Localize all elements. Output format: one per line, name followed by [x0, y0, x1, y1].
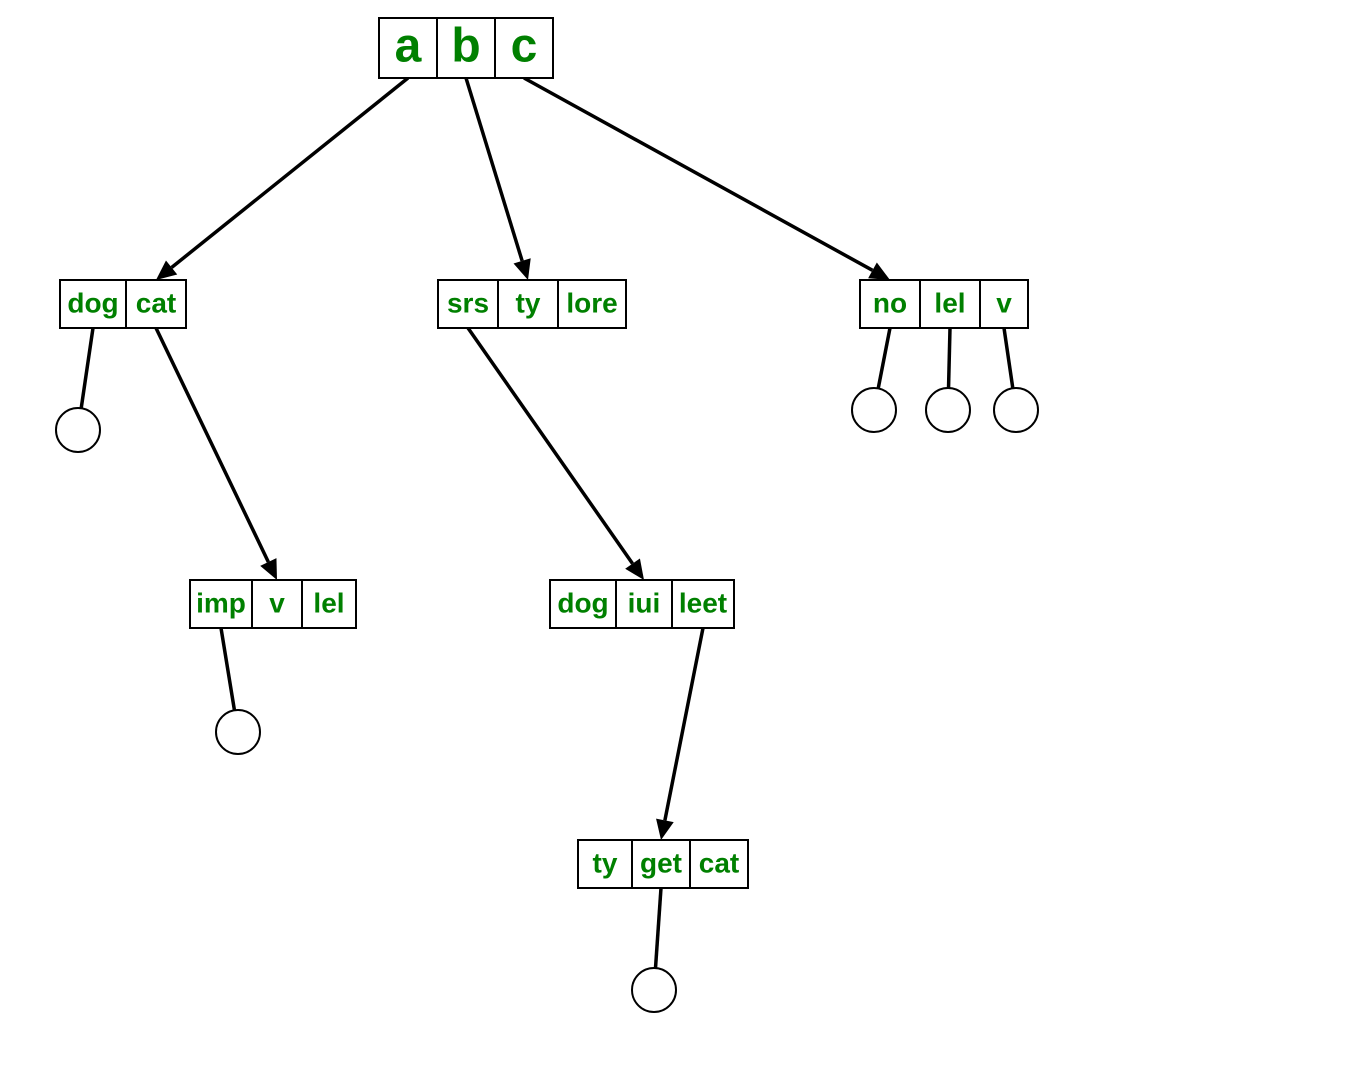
leaf-edge: [221, 628, 234, 710]
tree-node: tygetcat: [578, 840, 748, 888]
tree-edge: [156, 328, 268, 562]
node-cell-label: lel: [313, 587, 344, 618]
node-cell-label: get: [640, 847, 682, 878]
leaf-node: [994, 388, 1038, 432]
node-cell-label: b: [451, 20, 480, 73]
arrowhead-icon: [656, 819, 674, 840]
node-cell-label: lel: [934, 287, 965, 318]
node-cell-label: c: [511, 20, 538, 73]
arrowhead-icon: [625, 558, 644, 580]
tree-node: srstylore: [438, 280, 626, 328]
node-cell-label: dog: [557, 587, 608, 618]
tree-node: nolelv: [860, 280, 1028, 328]
tree-edge: [468, 328, 633, 564]
tree-diagram: abcdogcatsrstylorenolelvimpvleldogiuilee…: [0, 0, 1359, 1080]
node-cell-label: lore: [566, 287, 617, 318]
nodes-layer: abcdogcatsrstylorenolelvimpvleldogiuilee…: [60, 18, 1028, 888]
tree-node: impvlel: [190, 580, 356, 628]
leaf-edge: [949, 328, 950, 388]
node-cell-label: leet: [679, 587, 727, 618]
node-cell-label: cat: [136, 287, 176, 318]
leaf-node: [216, 710, 260, 754]
tree-edge: [172, 78, 408, 267]
leaf-node: [926, 388, 970, 432]
tree-node: dogcat: [60, 280, 186, 328]
arrowhead-icon: [514, 258, 531, 280]
tree-edge: [665, 628, 703, 820]
node-cell-label: dog: [67, 287, 118, 318]
node-cell-label: no: [873, 287, 907, 318]
edges-layer: [56, 78, 1038, 1012]
node-cell-label: iui: [628, 587, 661, 618]
leaf-node: [632, 968, 676, 1012]
leaf-node: [852, 388, 896, 432]
node-cell-label: v: [269, 587, 285, 618]
leaf-edge: [878, 328, 890, 388]
leaf-edge: [81, 328, 93, 408]
node-cell-label: srs: [447, 287, 489, 318]
node-cell-label: ty: [593, 847, 618, 878]
tree-node: dogiuileet: [550, 580, 734, 628]
leaf-edge: [656, 888, 661, 968]
node-cell-label: ty: [516, 287, 541, 318]
tree-edge: [466, 78, 522, 261]
node-cell-label: v: [996, 287, 1012, 318]
node-cell-label: a: [395, 20, 422, 73]
leaf-node: [56, 408, 100, 452]
node-cell-label: cat: [699, 847, 739, 878]
tree-node: abc: [379, 18, 553, 78]
leaf-edge: [1004, 328, 1013, 388]
node-cell-label: imp: [196, 587, 246, 618]
tree-edge: [524, 78, 872, 270]
